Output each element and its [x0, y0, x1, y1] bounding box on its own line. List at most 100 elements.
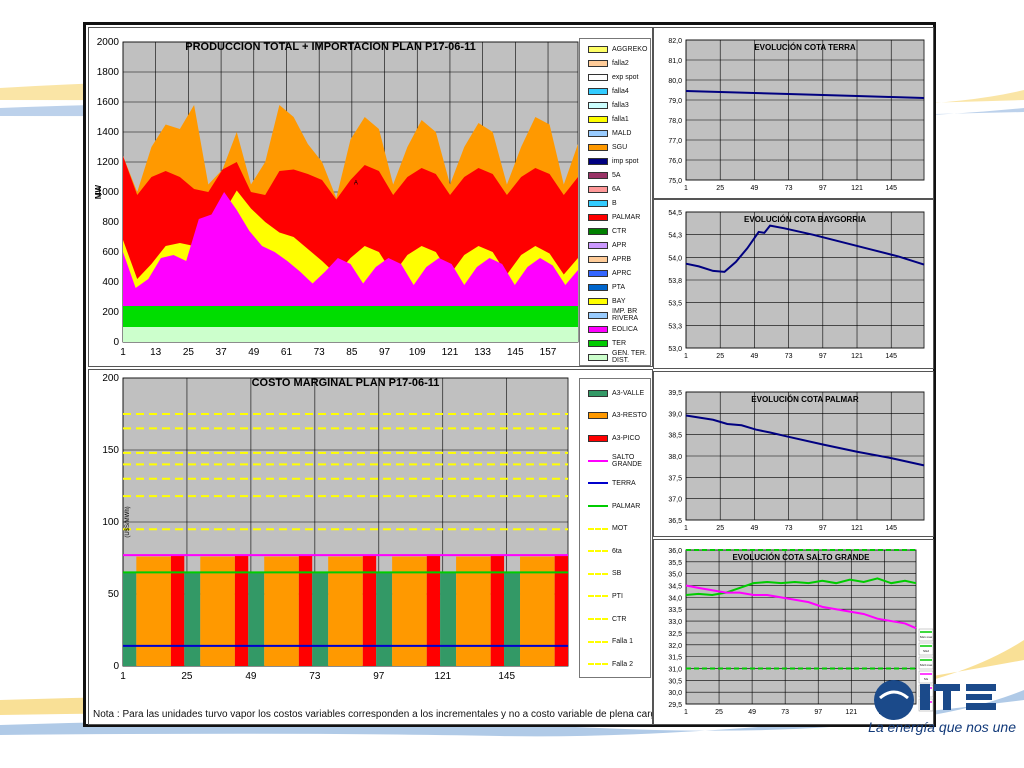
- legend-swatch: [588, 283, 608, 291]
- x-tick-label: 121: [442, 347, 459, 358]
- legend-item: SALTO GRANDE: [580, 451, 650, 471]
- y-tick-label: 32,0: [668, 643, 682, 650]
- y-tick-label: 32,5: [668, 631, 682, 638]
- series-line: [685, 414, 925, 467]
- x-tick-label: 85: [346, 347, 358, 358]
- footnote: Nota : Para las unidades turvo vapor los…: [93, 709, 653, 720]
- legend-item: A3-VALLE: [580, 383, 650, 403]
- legend-swatch: [588, 269, 608, 277]
- y-tick-label: 80,0: [668, 78, 682, 85]
- area-gen-ter-dist-: [123, 327, 578, 342]
- legend-label: A3-PICO: [612, 434, 641, 442]
- y-tick-label: 39,0: [668, 411, 682, 418]
- legend-label: APRC: [612, 269, 632, 277]
- legend-swatch: [588, 101, 608, 109]
- y-tick-label: 35,5: [668, 560, 682, 567]
- legend-label: SG2: [923, 649, 929, 653]
- chart-title: EVOLUCIÓN COTA TERRA: [754, 43, 856, 52]
- chart-title: EVOLUCIÓN COTA PALMAR: [751, 395, 859, 404]
- legend-swatch: [588, 339, 608, 347]
- legend-label: imp spot: [612, 157, 639, 165]
- legend-item: APRB: [580, 253, 650, 265]
- y-tick-label: 29,5: [668, 702, 682, 709]
- x-tick-label: 1: [120, 347, 126, 358]
- x-tick-label: 145: [498, 671, 515, 682]
- legend-label: CTR: [612, 227, 627, 235]
- x-tick-label: 97: [819, 525, 827, 532]
- chart-title: PRODUCCION TOTAL + IMPORTACION PLAN P17-…: [185, 41, 475, 53]
- x-tick-label: 133: [474, 347, 491, 358]
- chart-title: EVOLUCIÓN COTA SALTO GRANDE: [732, 553, 870, 562]
- y-tick-label: 1000: [97, 187, 120, 198]
- x-tick-label: 121: [851, 185, 863, 192]
- plot-area: [685, 549, 917, 705]
- legend-item: IMP. BR RIVERA: [580, 308, 650, 322]
- y-tick-label: 0: [113, 661, 119, 672]
- y-tick-label: 31,5: [668, 655, 682, 662]
- legend-swatch: [588, 213, 608, 221]
- y-tick-label: 30,0: [668, 690, 682, 697]
- legend-label: SB: [612, 570, 622, 578]
- y-tick-label: 400: [102, 277, 119, 288]
- y-tick-label: 78,0: [668, 118, 682, 125]
- y-tick-label: 50: [108, 589, 120, 600]
- costo-marginal-panel: 0 50 100 150 200 1 25 49 73 97 121 145 COSTO MARGINA…: [88, 369, 653, 725]
- y-tick-label: 100: [102, 517, 119, 528]
- legend-item: PTI: [580, 586, 650, 606]
- legend-swatch: [588, 325, 608, 333]
- legend-item: imp spot: [580, 155, 650, 167]
- legend-label: falla1: [612, 115, 629, 123]
- y-tick-label: 30,5: [668, 678, 682, 685]
- x-tick-label: 121: [434, 671, 451, 682]
- legend-item: MOT: [580, 519, 650, 539]
- legend-item: Falla 1: [580, 632, 650, 652]
- x-tick-label: 1: [684, 709, 688, 716]
- production-chart: 0 200 400 600 800 1000 1200 1400 1600 1800 2000 1 13…: [94, 37, 579, 358]
- bar-a3-valle: [184, 572, 201, 666]
- bar-a3-pico: [298, 555, 313, 666]
- legend-label: Falla 2: [612, 660, 634, 668]
- x-tick-label: 49: [245, 671, 257, 682]
- legend-swatch: [588, 640, 608, 643]
- legend-swatch: [588, 157, 608, 165]
- report-frame: 0 200 400 600 800 1000 1200 1400 1600 1800 2000 1 13…: [83, 22, 936, 727]
- x-tick-label: 61: [281, 347, 293, 358]
- cota-terra-panel: 75,0 76,0 77,0 78,0 79,0 80,0 81,0 82,0 1 25 49 73 9…: [653, 27, 934, 199]
- y-tick-label: 31,0: [668, 666, 682, 673]
- y-tick-label: 53,0: [668, 346, 682, 353]
- legend-swatch: [588, 115, 608, 123]
- bar-a3-valle: [376, 572, 393, 666]
- legend-label: CTR: [612, 615, 627, 623]
- x-tick-label: 145: [885, 185, 897, 192]
- legend-swatch: [588, 45, 608, 53]
- y-tick-label: 800: [102, 217, 119, 228]
- x-tick-label: 49: [751, 525, 759, 532]
- legend-label: MALD: [612, 129, 632, 137]
- legend-item: EOLICA: [580, 323, 650, 335]
- legend-swatch: [588, 143, 608, 151]
- x-tick-label: 97: [819, 185, 827, 192]
- legend-label: 5A: [612, 171, 621, 179]
- y-tick-label: 1200: [97, 157, 120, 168]
- bar-a3-valle: [248, 572, 265, 666]
- legend-swatch: [588, 311, 608, 319]
- x-tick-label: 157: [540, 347, 557, 358]
- y-axis-label: (U$S/MWh): [125, 506, 131, 537]
- production-chart-panel: 0 200 400 600 800 1000 1200 1400 1600 1800 2000 1 13…: [88, 27, 653, 367]
- x-tick-label: 145: [885, 353, 897, 360]
- legend-label: PALMAR: [612, 213, 641, 221]
- bar-a3-resto: [456, 556, 491, 666]
- legend-swatch: [588, 572, 608, 575]
- legend-swatch: [588, 241, 608, 249]
- x-tick-label: 49: [748, 709, 756, 716]
- legend-label: PALMAR: [612, 502, 641, 510]
- legend-swatch: [588, 171, 608, 179]
- legend-item: falla3: [580, 99, 650, 111]
- bar-a3-pico: [554, 555, 568, 666]
- plot-area: [685, 39, 925, 181]
- y-tick-label: 39,5: [668, 390, 682, 397]
- legend-swatch: [588, 227, 608, 235]
- bar-a3-resto: [520, 556, 555, 666]
- y-tick-label: 76,0: [668, 158, 682, 165]
- series-line: [685, 584, 917, 630]
